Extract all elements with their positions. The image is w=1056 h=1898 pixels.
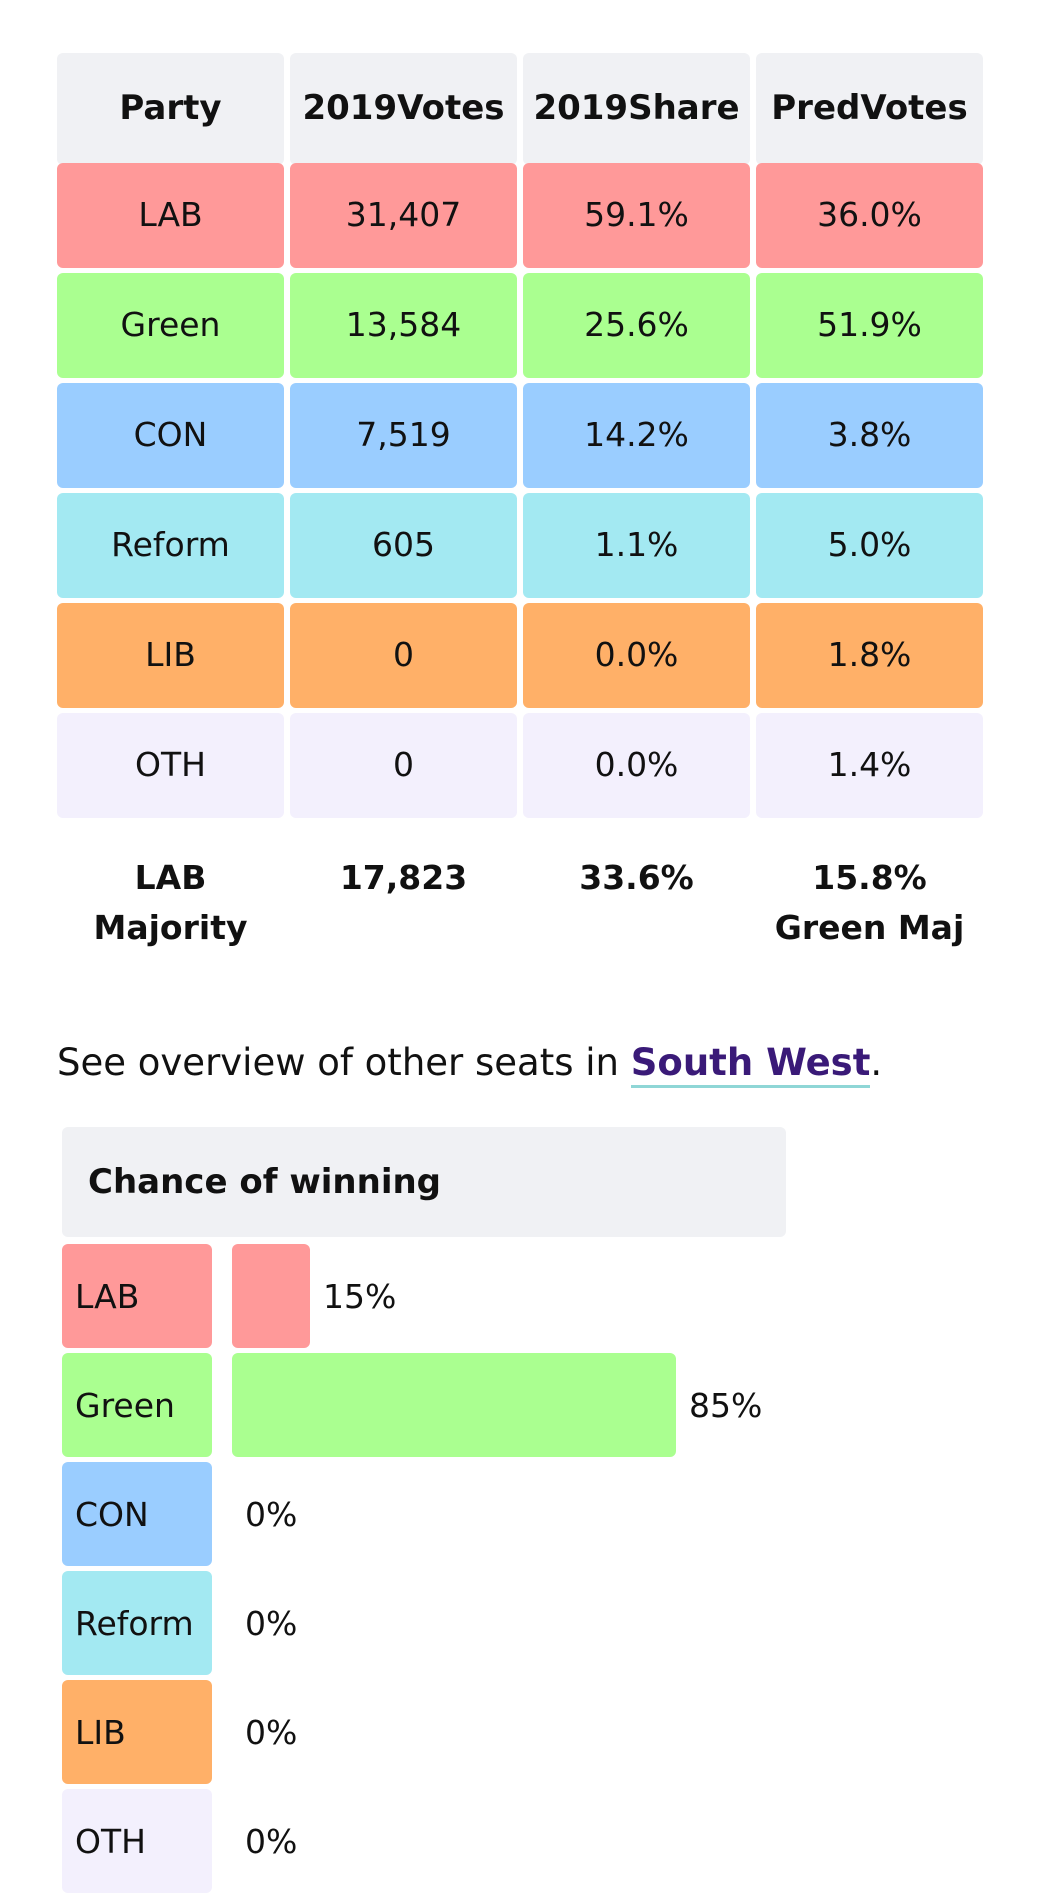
votes-cell: 0: [290, 603, 517, 708]
party-cell: LAB: [57, 163, 284, 268]
chance-percent: 0%: [245, 1712, 298, 1752]
chance-party-label: Reform: [62, 1571, 212, 1675]
chance-party-label: LAB: [62, 1244, 212, 1348]
votes-cell: 7,519: [290, 383, 517, 488]
majority-summary: LAB Majority 17,823 33.6% 15.8% Green Ma…: [57, 853, 983, 953]
votes-cell: 0: [290, 713, 517, 818]
majority-votes: 17,823: [339, 858, 468, 897]
chance-percent: 85%: [689, 1385, 763, 1425]
chance-bar: [232, 1353, 676, 1457]
party-cell: LIB: [57, 603, 284, 708]
party-cell: Reform: [57, 493, 284, 598]
pred-cell: 51.9%: [756, 273, 983, 378]
votes-cell: 605: [290, 493, 517, 598]
header-2019-share: 2019 Share: [523, 53, 750, 165]
majority-share: 33.6%: [579, 858, 694, 897]
chance-percent: 15%: [323, 1276, 397, 1316]
share-cell: 59.1%: [523, 163, 750, 268]
chance-party-label: Green: [62, 1353, 212, 1457]
overview-suffix: .: [870, 1041, 883, 1084]
share-cell: 0.0%: [523, 603, 750, 708]
share-cell: 14.2%: [523, 383, 750, 488]
predicted-majority: 15.8% Green Maj: [774, 858, 965, 947]
region-link[interactable]: South West: [630, 1041, 871, 1088]
chance-title: Chance of winning: [62, 1127, 786, 1237]
party-cell: CON: [57, 383, 284, 488]
pred-cell: 1.8%: [756, 603, 983, 708]
pred-cell: 5.0%: [756, 493, 983, 598]
header-pred-votes: Pred Votes: [756, 53, 983, 165]
chance-party-label: OTH: [62, 1789, 212, 1893]
pred-cell: 3.8%: [756, 383, 983, 488]
header-party: Party: [57, 53, 284, 165]
share-cell: 25.6%: [523, 273, 750, 378]
party-cell: Green: [57, 273, 284, 378]
header-2019-votes: 2019 Votes: [290, 53, 517, 165]
overview-sentence: See overview of other seats in South Wes…: [57, 1035, 882, 1091]
chance-percent: 0%: [245, 1494, 298, 1534]
chance-percent: 0%: [245, 1821, 298, 1861]
chance-percent: 0%: [245, 1603, 298, 1643]
share-cell: 0.0%: [523, 713, 750, 818]
pred-cell: 1.4%: [756, 713, 983, 818]
majority-label: LAB Majority: [93, 858, 248, 947]
chance-party-label: LIB: [62, 1680, 212, 1784]
pred-cell: 36.0%: [756, 163, 983, 268]
overview-prefix: See overview of other seats in: [57, 1041, 631, 1084]
votes-cell: 13,584: [290, 273, 517, 378]
party-cell: OTH: [57, 713, 284, 818]
share-cell: 1.1%: [523, 493, 750, 598]
results-table: Party 2019 Votes 2019 Share Pred Votes L…: [57, 53, 983, 818]
chance-party-label: CON: [62, 1462, 212, 1566]
votes-cell: 31,407: [290, 163, 517, 268]
chance-bar: [232, 1244, 310, 1348]
